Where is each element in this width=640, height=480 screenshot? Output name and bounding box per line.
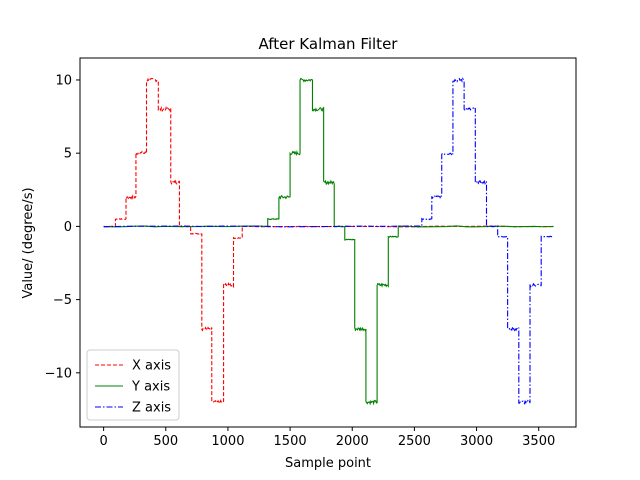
x-tick-label: 0: [99, 434, 107, 449]
series-line-y-axis: [103, 77, 554, 406]
x-tick-label: 3500: [522, 434, 555, 449]
x-tick-label: 3000: [460, 434, 493, 449]
legend: X axis Y axis Z axis: [86, 349, 180, 421]
x-axis-label: Sample point: [285, 456, 371, 471]
plot-frame: [79, 57, 577, 428]
y-tick-label: 5: [64, 147, 72, 162]
legend-label: Y axis: [131, 380, 170, 395]
y-axis: 10 5 0 −5 −10: [45, 73, 80, 381]
chart-title: After Kalman Filter: [259, 35, 399, 53]
x-tick-label: 1000: [211, 434, 244, 449]
x-tick-label: 500: [153, 434, 178, 449]
legend-label: X axis: [132, 359, 171, 374]
legend-label: Z axis: [132, 401, 171, 416]
plot-lines: [103, 77, 554, 406]
series-line-x-axis: [103, 77, 554, 405]
y-tick-label: −10: [45, 366, 72, 381]
y-tick-label: 10: [55, 73, 72, 88]
y-tick-label: −5: [53, 293, 72, 308]
legend-box: [86, 349, 180, 421]
series-line-z-axis: [103, 77, 554, 406]
y-tick-label: 0: [64, 220, 72, 235]
x-tick-label: 1500: [274, 434, 307, 449]
x-tick-label: 2500: [398, 434, 431, 449]
x-axis: 0 500 1000 1500 2000 2500 3000 3500: [99, 427, 555, 449]
x-tick-label: 2000: [336, 434, 369, 449]
y-axis-label: Value/ (degree/s): [21, 187, 36, 298]
